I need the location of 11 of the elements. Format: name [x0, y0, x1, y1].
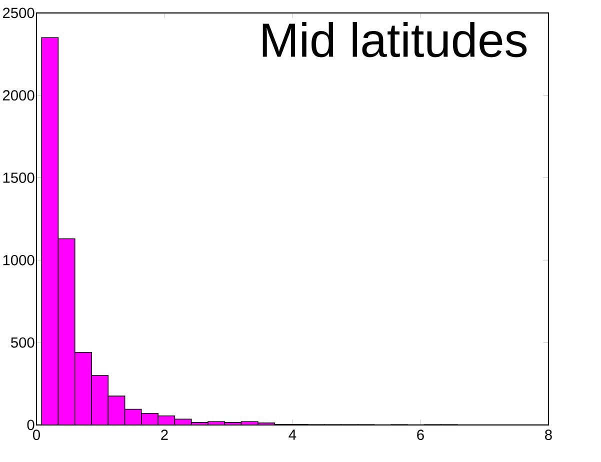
chart-title: Mid latitudes	[262, 22, 527, 58]
y-tick-label: 1500	[3, 172, 34, 183]
y-tick-label: 2000	[2, 90, 34, 101]
x-tick-label: 8	[545, 430, 552, 440]
y-tick-label: 0	[27, 420, 34, 430]
x-tick-label: 6	[417, 430, 424, 440]
y-tick-label: 2500	[2, 8, 34, 18]
x-tick-label: 2	[161, 430, 168, 440]
x-tick-label: 4	[288, 430, 296, 440]
y-tick-label: 1000	[3, 254, 34, 266]
y-tick-label: 500	[10, 337, 34, 348]
